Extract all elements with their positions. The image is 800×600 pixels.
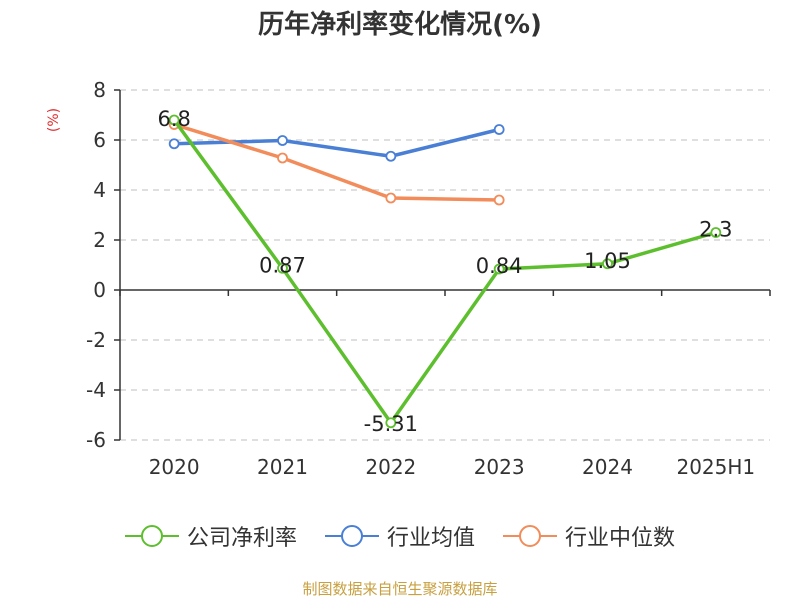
data-point (710, 227, 722, 238)
legend-swatch-industry-median (503, 524, 557, 548)
line-chart: 8 6 4 2 0 -2 -4 -6 2020 2021 2022 2023 2024 2025H1 6.8… (86, 78, 771, 479)
y-tick-label: -6 (86, 428, 106, 452)
legend-swatch-company (124, 524, 179, 548)
data-point (277, 262, 288, 274)
series-line (174, 127, 500, 158)
data-label: 1.05 (584, 249, 631, 273)
chart-title: 历年净利率变化情况(%) (258, 10, 542, 40)
data-point (602, 258, 613, 270)
data-point (385, 417, 397, 429)
x-tick-label: 2021 (257, 455, 308, 479)
data-label: 0.87 (259, 253, 306, 277)
x-tick-label: 2024 (582, 455, 633, 479)
legend-item-company[interactable]: 公司净利率 (124, 520, 297, 552)
data-point (168, 114, 180, 126)
y-tick-label: 4 (93, 178, 106, 202)
legend-swatch-industry-average (324, 524, 379, 548)
y-tick-label: 8 (93, 78, 106, 102)
y-tick-label: -2 (86, 328, 106, 352)
legend-item-industry-median[interactable]: 行业中位数 (503, 520, 675, 552)
data-point (277, 152, 288, 164)
series-line (173, 122, 500, 202)
data-label: 2.3 (699, 218, 732, 242)
data-point (493, 263, 505, 275)
data-point (493, 124, 505, 135)
x-tick-label: 2022 (365, 455, 416, 479)
series-line (172, 118, 717, 425)
data-point (385, 150, 397, 162)
data-point (168, 138, 180, 150)
data-point (277, 135, 288, 146)
legend-label-company: 公司净利率 (186, 526, 297, 551)
y-tick-label: -4 (86, 378, 106, 402)
data-label: 6.8 (157, 107, 190, 131)
legend-label-industry-average: 行业均值 (386, 526, 475, 551)
y-tick-label: 2 (93, 228, 106, 252)
legend-item-industry-average[interactable]: 行业均值 (324, 520, 475, 552)
y-tick-label: 0 (93, 278, 106, 302)
data-label: -5.31 (364, 412, 418, 436)
x-tick-label: 2023 (474, 455, 525, 479)
x-tick-label: 2020 (149, 455, 200, 479)
data-label: 0.84 (476, 254, 523, 278)
legend-label-industry-median: 行业中位数 (565, 526, 676, 551)
data-source-note: 制图数据来自恒生聚源数据库 (302, 580, 498, 598)
y-tick-label: 6 (93, 128, 106, 152)
data-point (385, 192, 397, 204)
data-point (493, 194, 505, 206)
x-tick-label: 2025H1 (676, 455, 755, 479)
legend: 公司净利率 行业均值 行业中位数 (0, 520, 800, 552)
